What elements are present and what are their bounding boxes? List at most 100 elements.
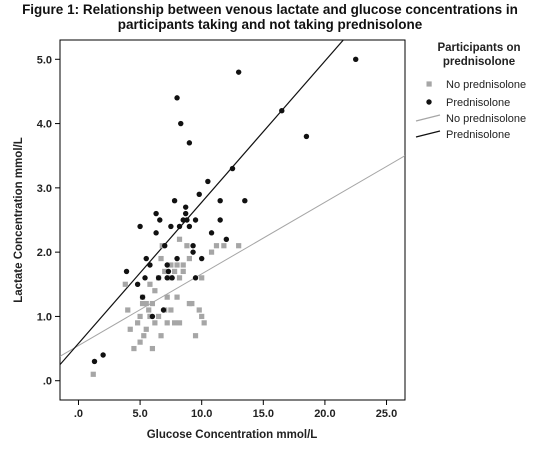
point-prednisolone [153, 230, 159, 236]
point-prednisolone [190, 243, 196, 249]
point-prednisolone [242, 198, 248, 204]
fit-line-no-prednisolone [60, 155, 405, 357]
point-no-prednisolone [184, 243, 190, 249]
x-tick-label: .0 [74, 408, 83, 420]
point-no-prednisolone [171, 320, 178, 326]
point-no-prednisolone [158, 255, 164, 262]
x-tick-label: 25.0 [376, 408, 397, 420]
x-axis: .0 5.0 10.0 15.0 20.0 25.0 [74, 400, 397, 420]
chart-title-line-1: Figure 1: Relationship between venous la… [22, 2, 518, 17]
point-no-prednisolone [176, 275, 183, 281]
point-no-prednisolone [201, 320, 207, 326]
legend-title-line-2: prednisolone [443, 56, 515, 68]
point-prednisolone [168, 223, 174, 230]
point-prednisolone [139, 294, 146, 300]
point-no-prednisolone [146, 307, 152, 313]
point-prednisolone [171, 198, 178, 204]
point-prednisolone [169, 275, 175, 281]
chart-title-line-2: participants taking and not taking predn… [117, 17, 423, 32]
point-prednisolone [164, 262, 170, 268]
point-prednisolone [123, 268, 130, 275]
point-no-prednisolone [152, 288, 158, 294]
point-prednisolone [235, 69, 242, 75]
point-prednisolone [149, 313, 156, 320]
point-no-prednisolone [176, 320, 183, 326]
point-no-prednisolone [131, 345, 137, 352]
point-prednisolone [155, 275, 162, 281]
point-no-prednisolone [152, 320, 158, 326]
point-no-prednisolone [208, 249, 215, 255]
point-prednisolone [186, 223, 193, 230]
point-no-prednisolone [125, 307, 131, 313]
point-no-prednisolone [149, 300, 156, 307]
point-prednisolone [162, 243, 168, 249]
point-prednisolone [143, 255, 149, 262]
legend: Participants on prednisolone No predniso… [415, 42, 526, 141]
point-prednisolone [137, 223, 143, 230]
point-prednisolone [190, 249, 196, 255]
y-tick-label: 3.0 [37, 183, 52, 195]
x-tick-label: 5.0 [132, 408, 147, 420]
point-prednisolone [160, 307, 167, 313]
point-no-prednisolone [141, 333, 147, 339]
point-no-prednisolone [199, 275, 205, 281]
chart-title: Figure 1: Relationship between venous la… [0, 2, 540, 32]
y-axis: .0 1.0 2.0 3.0 4.0 5.0 [37, 54, 60, 388]
point-no-prednisolone [171, 268, 178, 275]
point-no-prednisolone [147, 281, 153, 287]
point-no-prednisolone [168, 262, 174, 268]
y-tick-label: 2.0 [37, 247, 52, 259]
point-prednisolone [164, 275, 170, 281]
point-no-prednisolone [174, 294, 180, 300]
legend-label-no-prednisolone-line: No prednisolone [446, 113, 526, 125]
y-axis-label: Lactate Concentration mmol/L [13, 137, 25, 303]
legend-swatch-prednisolone-marker [426, 99, 432, 105]
plot-area [59, 39, 406, 401]
point-prednisolone [180, 217, 186, 223]
point-prednisolone [229, 165, 236, 172]
point-no-prednisolone [143, 300, 149, 307]
point-prednisolone [208, 230, 215, 236]
point-no-prednisolone [189, 300, 195, 307]
legend-swatch-no-prednisolone-marker [426, 81, 432, 87]
point-prednisolone [91, 358, 98, 365]
point-prednisolone [186, 140, 193, 146]
point-no-prednisolone [139, 300, 146, 307]
point-no-prednisolone [221, 243, 227, 249]
legend-label-prednisolone-line: Prednisolone [446, 129, 510, 141]
point-no-prednisolone [199, 313, 205, 320]
y-tick-label: 1.0 [37, 311, 52, 323]
point-prednisolone [176, 223, 183, 230]
legend-swatch-prednisolone-line [415, 130, 441, 138]
legend-label-prednisolone-marker: Prednisolone [446, 97, 510, 109]
point-no-prednisolone [168, 307, 174, 313]
point-prednisolone [165, 268, 172, 275]
point-prednisolone [303, 133, 310, 140]
y-tick-label: .0 [43, 376, 52, 388]
point-no-prednisolone [137, 339, 143, 345]
point-no-prednisolone [192, 333, 199, 339]
point-no-prednisolone [143, 326, 149, 332]
point-prednisolone [134, 281, 141, 287]
point-no-prednisolone [176, 236, 183, 242]
point-prednisolone [142, 275, 148, 281]
point-no-prednisolone [135, 320, 141, 326]
point-no-prednisolone [155, 313, 162, 320]
point-no-prednisolone [180, 262, 186, 268]
point-prednisolone [192, 275, 199, 281]
point-no-prednisolone [149, 345, 156, 352]
x-axis-label: Glucose Concentration mmol/L [147, 429, 318, 441]
point-prednisolone [147, 262, 153, 268]
point-prednisolone [279, 108, 285, 114]
point-no-prednisolone [90, 371, 96, 377]
point-no-prednisolone [236, 243, 242, 249]
point-prednisolone [182, 204, 189, 210]
point-no-prednisolone [196, 307, 202, 313]
legend-title-line-1: Participants on [437, 42, 520, 54]
x-tick-label: 20.0 [314, 408, 335, 420]
x-tick-label: 15.0 [253, 408, 274, 420]
point-prednisolone [182, 210, 189, 217]
point-no-prednisolone [127, 326, 133, 332]
y-tick-label: 5.0 [37, 54, 52, 66]
